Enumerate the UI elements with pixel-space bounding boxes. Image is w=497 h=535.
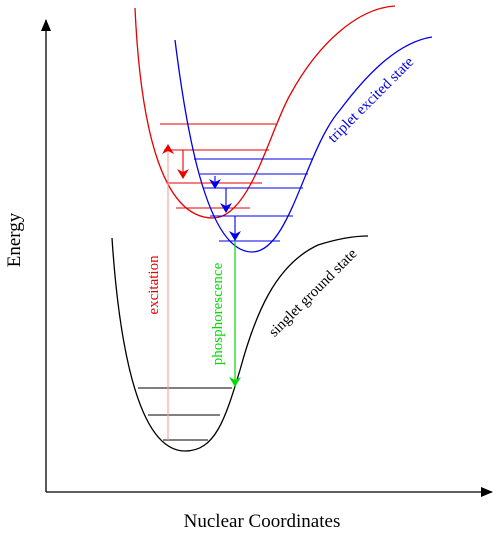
phosphorescence-transition: phosphorescence	[210, 242, 241, 387]
excitation-transition: excitation	[146, 144, 174, 440]
triplet-excited-curve	[174, 36, 433, 253]
y-axis-label: Energy	[4, 212, 25, 267]
vibrational-relaxation	[177, 150, 241, 241]
singlet-ground-state	[111, 235, 369, 452]
excitation-label: excitation	[146, 255, 162, 315]
triplet-excited-state-label: triplet excited state	[325, 54, 417, 146]
singlet-ground-state-label: singlet ground state	[266, 246, 361, 341]
phosphorescence-label: phosphorescence	[210, 262, 226, 365]
axes: Nuclear Coordinates Energy	[4, 19, 493, 532]
singlet-excited-curve	[134, 5, 396, 219]
x-axis-label: Nuclear Coordinates	[184, 511, 341, 532]
singlet-ground-curve	[111, 235, 369, 452]
